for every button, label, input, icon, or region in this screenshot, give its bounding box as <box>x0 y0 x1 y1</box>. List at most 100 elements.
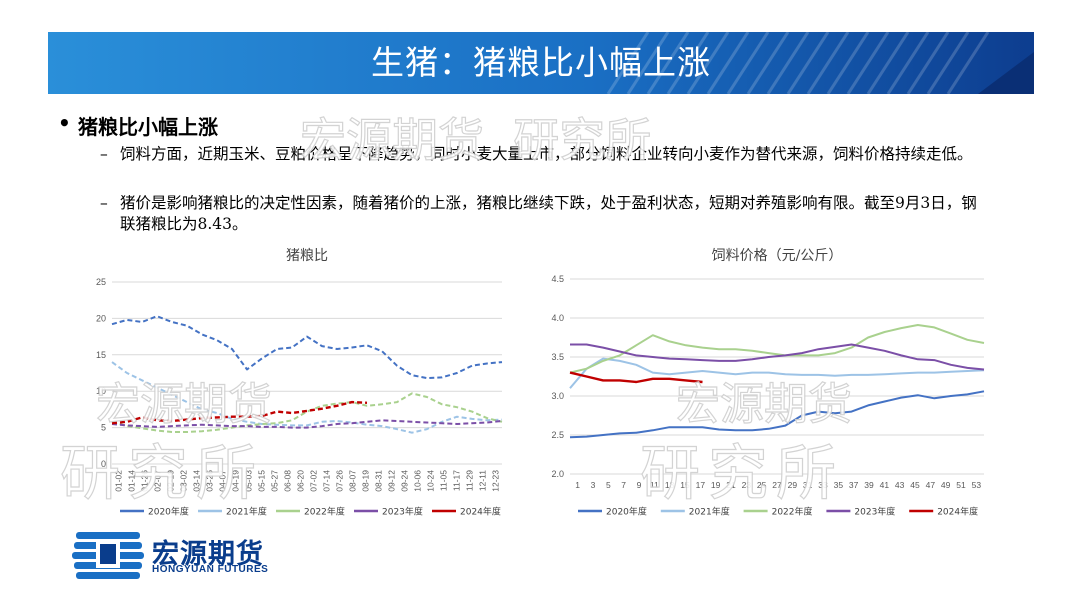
x-tick-label: 41 <box>880 480 890 490</box>
series-line <box>111 361 503 434</box>
banner-background <box>48 32 1034 94</box>
sub-point-2-text: 猪价是影响猪粮比的决定性因素，随着猪价的上涨，猪粮比继续下跌，处于盈利状态，短期… <box>120 194 977 233</box>
y-tick-label: 3.5 <box>551 352 564 362</box>
x-tick-label: 04-19 <box>231 470 241 492</box>
y-tick-label: 2.0 <box>551 469 564 479</box>
x-tick-label: 06-08 <box>283 470 293 492</box>
pig-grain-ratio-chart: 猪粮比 0 5 10 15 20 25 01-02 01-14 01-26 02-07 02-19 03… <box>70 240 520 530</box>
x-tick-label: 15 <box>680 480 690 490</box>
x-tick-label: 09-24 <box>400 470 410 492</box>
x-tick-label: 5 <box>606 480 611 490</box>
series-line <box>570 343 985 371</box>
x-tick-label: 10-24 <box>426 470 436 492</box>
x-tick-label: 05-15 <box>257 470 267 492</box>
x-tick-label: 11-29 <box>465 470 475 491</box>
series-line <box>569 357 985 389</box>
series-line <box>111 392 503 433</box>
feed-price-chart-svg: 饲料价格（元/公斤）2.02.53.03.54.04.51 3 5 7 9 11 13 15 1… <box>551 248 985 518</box>
x-tick-label: 23 <box>742 480 752 490</box>
x-tick-label: 35 <box>834 480 844 490</box>
series-line <box>569 324 985 374</box>
y-tick-label: 4.0 <box>551 313 564 323</box>
x-tick-label: 08-19 <box>361 470 371 492</box>
x-tick-label: 21 <box>726 480 736 490</box>
logo-english-name: HONGYUAN FUTURES <box>152 564 269 575</box>
x-tick-label: 03-14 <box>192 470 202 492</box>
legend-label: 2024年度 <box>460 506 501 518</box>
series-line <box>569 390 985 439</box>
bullet-heading-text: 猪粮比小幅上涨 <box>78 115 218 139</box>
legend-label: 2021年度 <box>226 506 267 518</box>
y-tick-label: 0 <box>101 459 106 469</box>
sub-point-2: – 猪价是影响猪粮比的决定性因素，随着猪价的上涨，猪粮比继续下跌，处于盈利状态，… <box>100 193 980 235</box>
x-tick-label: 37 <box>849 480 859 490</box>
series-line <box>111 400 368 425</box>
series-line <box>111 315 503 380</box>
y-tick-label: 3.0 <box>551 391 564 401</box>
x-tick-label: 06-20 <box>296 470 306 492</box>
y-tick-label: 4.5 <box>551 274 564 284</box>
x-tick-label: 11-05 <box>439 470 449 491</box>
x-tick-label: 05-27 <box>270 470 280 492</box>
x-tick-label: 27 <box>772 480 782 490</box>
x-tick-label: 12-23 <box>491 470 501 492</box>
x-tick-label: 07-26 <box>335 470 345 492</box>
series-line <box>569 371 703 384</box>
x-tick-label: 1 <box>575 480 580 490</box>
bullet-heading: • 猪粮比小幅上涨 <box>58 111 218 140</box>
x-tick-label: 39 <box>864 480 874 490</box>
x-tick-label: 49 <box>941 480 951 490</box>
y-tick-label: 25 <box>96 277 106 287</box>
x-tick-label: 45 <box>910 480 920 490</box>
x-tick-label: 13 <box>665 480 675 490</box>
legend-label: 2020年度 <box>606 506 647 518</box>
y-tick-label: 2.5 <box>551 430 564 440</box>
y-tick-label: 20 <box>96 313 106 323</box>
x-tick-label: 01-26 <box>140 470 150 492</box>
dash-marker: – <box>100 145 108 163</box>
x-tick-label: 3 <box>591 480 596 490</box>
legend-label: 2023年度 <box>854 506 895 518</box>
x-tick-label: 7 <box>621 480 626 490</box>
x-tick-label: 51 <box>956 480 966 490</box>
y-tick-label: 10 <box>96 386 106 396</box>
x-tick-label: 11 <box>650 480 659 490</box>
dash-marker: – <box>100 194 108 212</box>
x-tick-label: 07-14 <box>322 470 332 492</box>
y-tick-label: 5 <box>101 423 106 433</box>
x-tick-label: 05-03 <box>244 470 254 492</box>
x-tick-label: 25 <box>757 480 767 490</box>
x-tick-label: 17 <box>696 480 706 490</box>
chart-title: 饲料价格（元/公斤） <box>712 248 843 264</box>
x-tick-label: 9 <box>637 480 642 490</box>
x-tick-label: 29 <box>788 480 798 490</box>
title-banner: 生猪：猪粮比小幅上涨 <box>48 32 1034 94</box>
x-tick-label: 03-26 <box>205 470 215 492</box>
legend-label: 2022年度 <box>304 506 345 518</box>
legend-label: 2021年度 <box>689 506 730 518</box>
x-tick-label: 04-07 <box>218 470 228 492</box>
bullet-dot: • <box>58 111 71 135</box>
feed-price-chart: 饲料价格（元/公斤） 2.0 2.5 3.0 3.5 4.0 4.5 1 3 5 7 9 11 13 15 1… <box>530 240 1000 530</box>
x-tick-label: 31 <box>803 480 813 490</box>
chart-title: 猪粮比 <box>286 248 328 264</box>
sub-point-1: – 饲料方面，近期玉米、豆粕价格呈下降趋势，同时小麦大量上市，部分饲料企业转向小… <box>100 144 980 165</box>
x-tick-label: 01-14 <box>127 470 137 492</box>
sub-point-1-text: 饲料方面，近期玉米、豆粕价格呈下降趋势，同时小麦大量上市，部分饲料企业转向小麦作… <box>120 145 973 163</box>
x-tick-label: 09-12 <box>387 470 397 492</box>
legend-label: 2024年度 <box>937 506 978 518</box>
x-tick-label: 08-31 <box>374 470 384 492</box>
x-tick-label: 10-06 <box>413 470 423 492</box>
x-tick-label: 02-07 <box>153 470 163 492</box>
legend-label: 2022年度 <box>772 506 813 518</box>
x-tick-label: 03-02 <box>179 470 189 492</box>
logo-emblem-icon <box>72 532 144 579</box>
company-logo: 宏源期货 HONGYUAN FUTURES <box>72 526 312 582</box>
x-tick-label: 53 <box>972 480 982 490</box>
page-title: 生猪：猪粮比小幅上涨 <box>371 43 711 82</box>
y-tick-label: 15 <box>96 350 106 360</box>
legend-label: 2020年度 <box>148 506 189 518</box>
x-tick-label: 43 <box>895 480 905 490</box>
series-line <box>111 419 503 429</box>
